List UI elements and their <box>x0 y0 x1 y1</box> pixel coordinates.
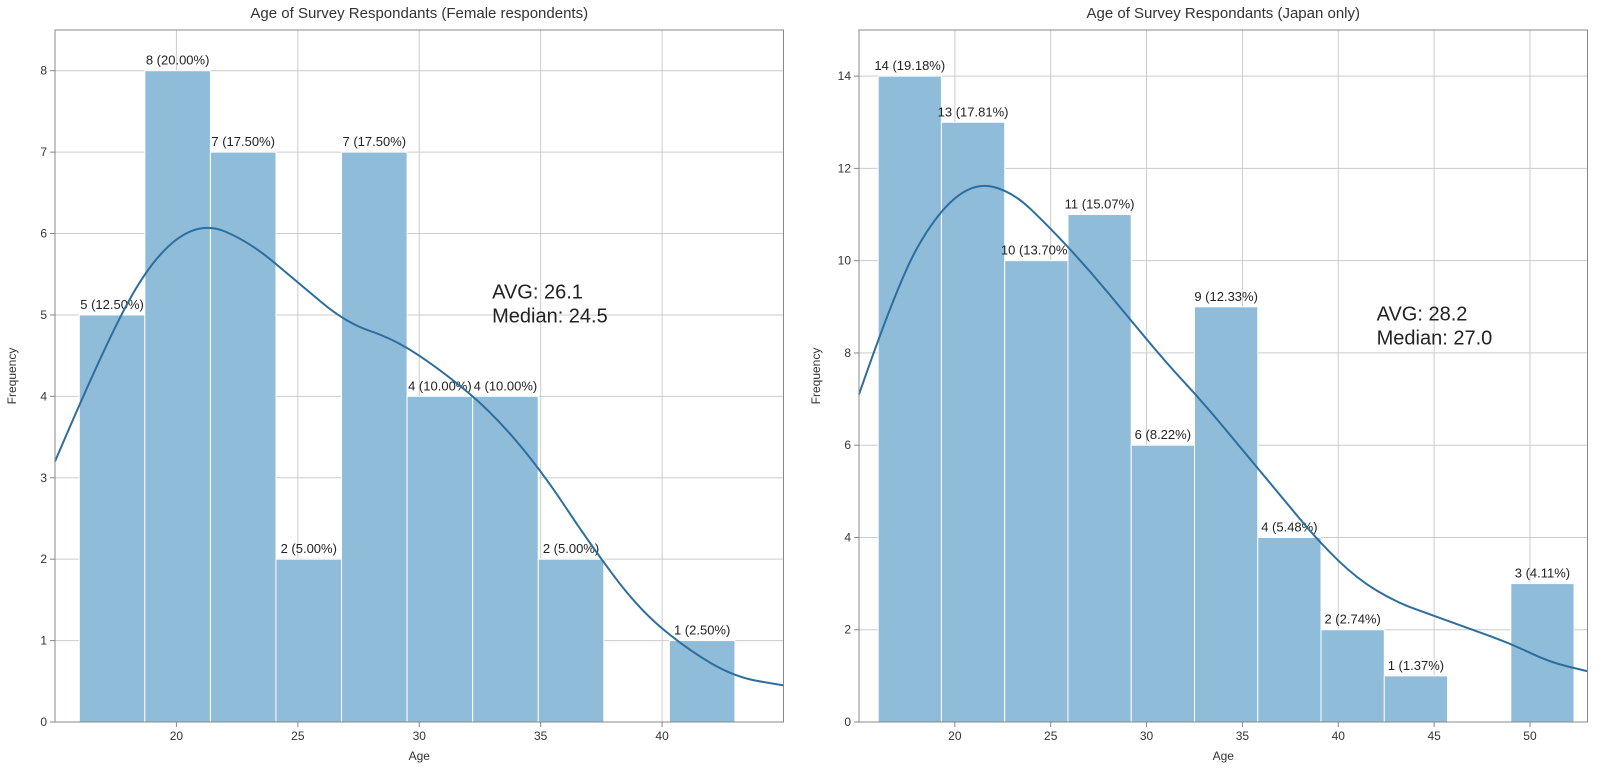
bar-label: 4 (10.00%) <box>474 378 538 393</box>
y-tick-label: 2 <box>40 552 47 566</box>
y-tick-label: 3 <box>40 471 47 485</box>
y-tick-label: 7 <box>40 145 47 159</box>
x-axis-label: Age <box>409 749 431 763</box>
y-tick-label: 12 <box>837 161 851 175</box>
x-tick-label: 45 <box>1427 729 1441 743</box>
x-tick-label: 20 <box>948 729 962 743</box>
bar-label: 6 (8.22%) <box>1134 427 1190 442</box>
x-tick-label: 20 <box>170 729 184 743</box>
y-axis-label: Frequency <box>809 348 823 405</box>
chart-title: Age of Survey Respondants (Japan only) <box>1086 5 1360 22</box>
x-tick-label: 50 <box>1523 729 1537 743</box>
x-axis-label: Age <box>1212 749 1234 763</box>
histogram-bar <box>878 76 941 722</box>
stats-median: Median: 27.0 <box>1376 328 1492 350</box>
y-tick-label: 0 <box>40 715 47 729</box>
histogram-bar <box>210 152 276 722</box>
x-tick-label: 25 <box>1044 729 1058 743</box>
stats-avg: AVG: 26.1 <box>492 282 583 304</box>
bar-label: 2 (5.00%) <box>281 541 337 556</box>
y-tick-label: 10 <box>837 254 851 268</box>
histogram-bar <box>1131 445 1194 722</box>
bar-label: 13 (17.81%) <box>937 104 1008 119</box>
x-tick-label: 40 <box>655 729 669 743</box>
panel-left: 5 (12.50%) 8 (20.00%) 7 (17.50%) 2 (5.00%) 7… <box>0 0 804 777</box>
y-tick-label: 5 <box>40 308 47 322</box>
y-tick-label: 2 <box>844 623 851 637</box>
y-axis-label: Frequency <box>5 348 19 405</box>
histogram-bar <box>342 152 408 722</box>
histogram-bar <box>669 641 735 722</box>
bar-label: 1 (2.50%) <box>674 623 730 638</box>
bar-label: 7 (17.50%) <box>343 134 407 149</box>
x-tick-label: 40 <box>1331 729 1345 743</box>
histogram-bar <box>1321 630 1384 722</box>
x-tick-label: 30 <box>1139 729 1153 743</box>
histogram-bar <box>1384 676 1447 722</box>
y-tick-label: 1 <box>40 634 47 648</box>
y-tick-label: 6 <box>40 227 47 241</box>
y-tick-label: 6 <box>844 438 851 452</box>
histogram-bar <box>79 315 145 722</box>
histogram-bar <box>473 396 539 722</box>
histogram-bar <box>1194 307 1257 722</box>
histogram-bar <box>941 122 1004 722</box>
stats-median: Median: 24.5 <box>492 306 608 328</box>
x-tick-label: 35 <box>534 729 548 743</box>
y-tick-label: 4 <box>40 389 47 403</box>
y-tick-label: 8 <box>40 64 47 78</box>
y-tick-label: 8 <box>844 346 851 360</box>
bar-label: 8 (20.00%) <box>146 53 210 68</box>
histogram-bar <box>1067 215 1130 722</box>
bar-label: 9 (12.33%) <box>1194 289 1258 304</box>
bar-label: 14 (19.18%) <box>874 58 945 73</box>
histogram-bar <box>145 71 211 722</box>
chart-right: 14 (19.18%) 13 (17.81%) 10 (13.70%) 11 (15.… <box>804 0 1607 777</box>
histogram-bar <box>276 559 342 722</box>
y-tick-label: 4 <box>844 530 851 544</box>
x-tick-label: 35 <box>1235 729 1249 743</box>
bar-label: 2 (2.74%) <box>1324 612 1380 627</box>
bar-label: 3 (4.11%) <box>1514 566 1569 581</box>
histogram-bar <box>1004 261 1067 722</box>
bar-label: 7 (17.50%) <box>211 134 275 149</box>
bar-label: 11 (15.07%) <box>1064 197 1134 212</box>
histogram-bar <box>538 559 604 722</box>
chart-left: 5 (12.50%) 8 (20.00%) 7 (17.50%) 2 (5.00%) 7… <box>0 0 804 777</box>
histogram-bar <box>1257 537 1320 722</box>
figure: 5 (12.50%) 8 (20.00%) 7 (17.50%) 2 (5.00%) 7… <box>0 0 1607 777</box>
y-tick-label: 0 <box>844 715 851 729</box>
x-tick-label: 25 <box>291 729 305 743</box>
chart-title: Age of Survey Respondants (Female respon… <box>250 5 588 22</box>
bar-label: 4 (5.48%) <box>1261 519 1317 534</box>
bar-label: 4 (10.00%) <box>408 378 472 393</box>
histogram-bar <box>1510 584 1573 722</box>
bar-label: 5 (12.50%) <box>80 297 144 312</box>
y-tick-label: 14 <box>837 69 851 83</box>
x-tick-label: 30 <box>413 729 427 743</box>
histogram-bar <box>407 396 473 722</box>
panel-right: 14 (19.18%) 13 (17.81%) 10 (13.70%) 11 (15.… <box>804 0 1607 777</box>
stats-avg: AVG: 28.2 <box>1376 304 1467 326</box>
bar-label: 10 (13.70%) <box>1000 243 1071 258</box>
bar-label: 1 (1.37%) <box>1387 658 1443 673</box>
